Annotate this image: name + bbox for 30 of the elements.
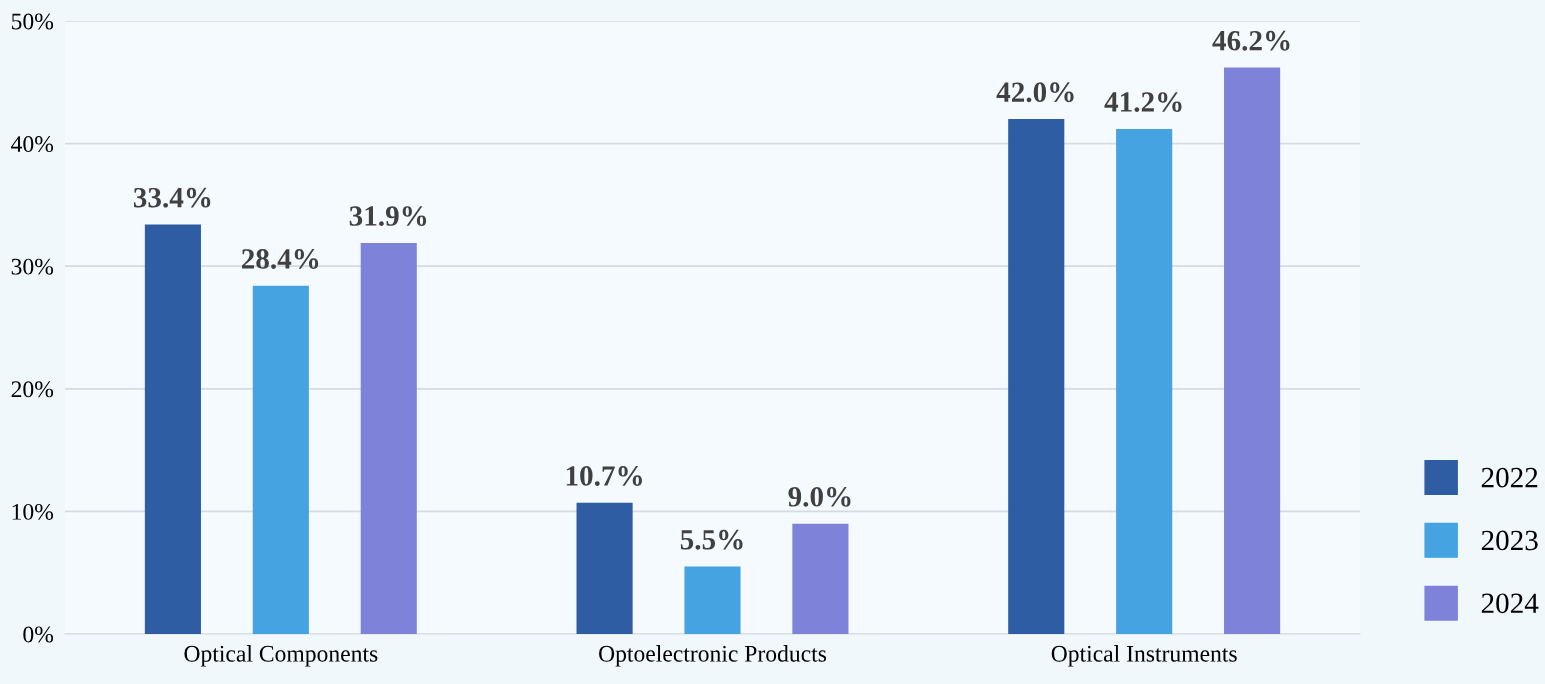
x-tick-label: Optoelectronic Products [599, 645, 827, 667]
text: 31.9% [349, 206, 427, 226]
legend-label: 2022 [1481, 467, 1538, 488]
text: 46.2% [1212, 30, 1290, 51]
bar [792, 523, 849, 634]
text: 28.4% [241, 249, 319, 269]
bar [684, 566, 741, 634]
text: 5.5% [680, 529, 743, 550]
x-tick-label: Optical Components [184, 645, 378, 667]
text: 10.7% [566, 466, 642, 486]
legend-label: 2024 [1481, 593, 1539, 614]
text: 9.0% [788, 486, 851, 507]
y-tick-label: 50% [11, 13, 54, 30]
bar [1008, 119, 1065, 634]
y-tick-label: 10% [12, 503, 54, 520]
text: 42.0% [996, 82, 1074, 103]
y-tick-label: 40% [11, 136, 54, 153]
text: 41.2% [1104, 92, 1182, 112]
y-tick-label: 30% [11, 258, 54, 275]
bar [252, 285, 309, 634]
legend-label: 2023 [1481, 530, 1538, 551]
bar [360, 242, 417, 634]
x-tick-label: Optical Instruments [1051, 645, 1237, 667]
bar [1224, 67, 1281, 634]
y-tick-label: 0% [23, 626, 54, 643]
y-tick-label: 20% [11, 381, 54, 398]
text: 33.4% [133, 187, 211, 208]
bar [1116, 128, 1173, 634]
bar [144, 224, 201, 634]
bar [576, 502, 633, 634]
